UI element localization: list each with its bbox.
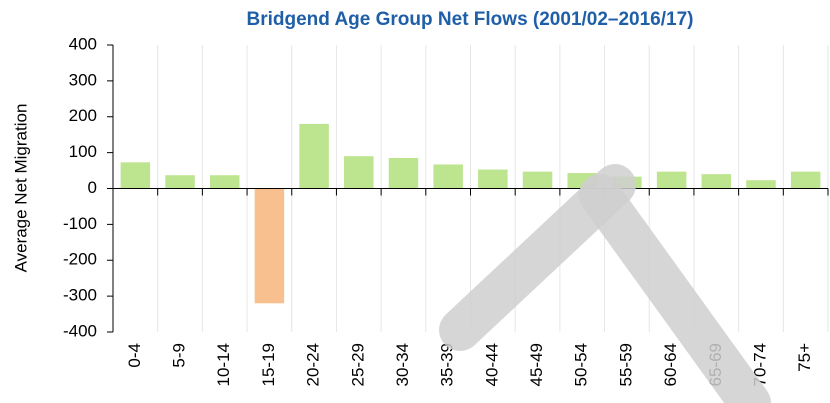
x-tick-label: 30-34 — [393, 343, 412, 386]
bar — [701, 174, 732, 189]
bar — [746, 180, 776, 189]
x-tick-label: 40-44 — [482, 343, 501, 386]
x-tick-label: 75+ — [795, 343, 814, 372]
chart-title: Bridgend Age Group Net Flows (2001/02–20… — [247, 9, 694, 30]
y-tick-label: -100 — [63, 214, 97, 233]
x-tick-label: 35-39 — [438, 343, 457, 386]
y-tick-label: 400 — [69, 34, 97, 53]
y-tick-label: 0 — [88, 178, 97, 197]
y-tick-label: 200 — [69, 106, 97, 125]
y-tick-label: -400 — [63, 321, 97, 340]
x-tick-label: 0-4 — [125, 343, 144, 368]
bar — [165, 175, 195, 189]
x-tick-label: 60-64 — [661, 343, 680, 386]
x-tick-label: 25-29 — [348, 343, 367, 386]
bar — [433, 164, 463, 189]
y-tick-label: -200 — [63, 250, 97, 269]
y-tick-label: -300 — [63, 286, 97, 305]
bar — [790, 171, 821, 189]
bar — [254, 188, 285, 304]
x-tick-label: 20-24 — [304, 343, 323, 386]
y-tick-label: 300 — [69, 70, 97, 89]
x-tick-label: 55-59 — [616, 343, 635, 386]
x-tick-label: 15-19 — [259, 343, 278, 386]
bar — [209, 175, 240, 189]
y-tick-label: 100 — [69, 142, 97, 161]
x-tick-label: 50-54 — [572, 343, 591, 386]
x-tick-label: 45-49 — [527, 343, 546, 386]
x-tick-label: 10-14 — [214, 343, 233, 386]
bar — [522, 171, 553, 189]
bar — [478, 169, 508, 189]
bar — [344, 156, 374, 189]
bar — [120, 162, 151, 189]
x-tick-label: 5-9 — [170, 343, 189, 368]
y-axis-label: Average Net Migration — [11, 104, 30, 273]
bar — [388, 158, 419, 189]
watermark — [579, 174, 771, 403]
bar — [656, 171, 687, 189]
bar — [299, 123, 329, 189]
